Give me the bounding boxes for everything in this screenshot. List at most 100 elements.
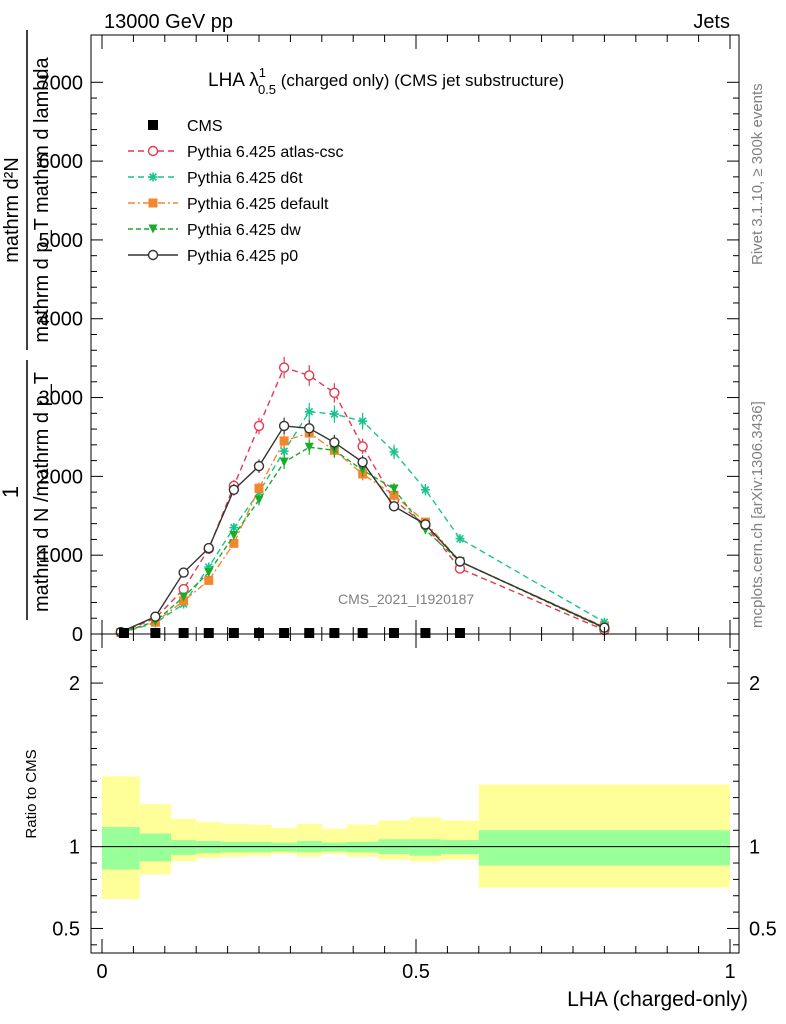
star-stroke — [149, 173, 157, 181]
series-pythia-6-425-dw — [116, 439, 609, 638]
data-point — [358, 465, 368, 475]
chart-title-main: LHA λ — [208, 70, 259, 91]
main-panel: 0 1000 2000 3000 4000 5000 6000 7000 LHA λ1 0.5 … — [0, 30, 740, 646]
cms-data-point — [203, 628, 214, 638]
data-point — [279, 457, 289, 467]
star-stroke — [358, 417, 367, 426]
main-x-ticks — [101, 35, 731, 634]
data-point — [253, 420, 265, 432]
data-point — [389, 490, 399, 500]
data-point — [204, 575, 214, 585]
ratio-stat-band — [478, 830, 730, 866]
data-point — [329, 445, 339, 455]
ratio-y-axis-label: Ratio to CMS — [23, 749, 40, 838]
series-line — [120, 446, 605, 634]
legend-marker-cms — [148, 120, 158, 130]
cms-data-point — [228, 628, 239, 638]
cms-data-point — [178, 628, 189, 638]
rivet-label: Rivet 3.1.10, ≥ 300k events — [749, 83, 766, 265]
data-point — [304, 407, 314, 417]
data-point — [204, 568, 214, 578]
ratio-stat-band — [102, 827, 140, 870]
ratio-y-tick-label-right: 1 — [749, 837, 760, 859]
main-y-tick-label: 3000 — [39, 388, 84, 410]
data-point — [279, 446, 289, 456]
chart-title-sup: 1 — [259, 65, 266, 80]
data-point — [254, 483, 264, 493]
data-point — [454, 556, 466, 567]
ratio-stat-band — [139, 833, 172, 862]
data-point — [329, 387, 340, 399]
legend-label: Pythia 6.425 default — [187, 196, 329, 213]
main-y-axis-label: 1 mathrm d N /mathrm d p_T mathrm d²N ma… — [0, 30, 53, 620]
ratio-y-tick-label: 2 — [69, 673, 80, 695]
data-point — [388, 501, 400, 512]
data-point — [179, 592, 189, 602]
ratio-y-tick-label-right: 0.5 — [749, 918, 777, 940]
ratio-axes: 0 0.5 1 0.5 0.5 1 1 2 2 — [52, 634, 777, 983]
ylabel-num-bottom: mathrm d²N — [1, 157, 23, 263]
series-line — [120, 425, 605, 633]
mcplots-label: mcplots.cern.ch [arXiv:1306.3436] — [749, 401, 766, 628]
star-stroke — [229, 523, 238, 532]
ratio-y-tick-label: 1 — [69, 837, 80, 859]
data-point — [455, 534, 465, 544]
cms-data-point — [150, 628, 161, 638]
ylabel-num-top: 1 — [0, 486, 23, 498]
cms-data-point — [357, 628, 368, 638]
data-point — [304, 423, 315, 434]
legend-marker — [148, 198, 158, 208]
ratio-y-tick-label-right: 2 — [749, 673, 760, 695]
ratio-panel: 0 0.5 1 0.5 0.5 1 1 2 2 Ratio to CMS LHA (charge… — [23, 633, 777, 1011]
legend-label: Pythia 6.425 dw — [187, 222, 301, 239]
main-y-tick-label: 7000 — [39, 72, 84, 94]
ylabel-den-bottom: mathrm d p_T mathrm d lambda — [31, 56, 53, 342]
data-point — [254, 495, 264, 505]
data-point — [357, 441, 368, 452]
star-stroke — [280, 447, 289, 456]
data-point — [278, 362, 290, 373]
legend-label: Pythia 6.425 d6t — [187, 170, 303, 187]
data-point — [229, 530, 239, 540]
legend-marker — [148, 224, 158, 234]
main-y-tick-label: 0 — [72, 624, 83, 646]
legend: CMS Pythia 6.425 atlas-csc Pythia 6.425 d6… — [128, 118, 344, 265]
main-y-tick-label: 6000 — [39, 151, 84, 173]
data-point — [304, 370, 315, 381]
legend-label: Pythia 6.425 p0 — [187, 248, 298, 265]
ratio-bands — [102, 776, 730, 900]
legend-marker — [147, 249, 159, 261]
legend-marker — [148, 172, 158, 182]
ratio-x-tick-label: 1 — [724, 961, 735, 983]
data-point — [229, 523, 239, 533]
cms-data-point — [454, 628, 465, 638]
ratio-x-tick-label: 0 — [96, 961, 107, 983]
ratio-y-tick-label: 0.5 — [52, 918, 80, 940]
data-point — [420, 485, 430, 495]
chart-title: LHA λ1 0.5 (charged only) (CMS jet substr… — [208, 65, 564, 97]
data-point — [150, 611, 161, 622]
cms-data-point — [118, 628, 129, 638]
data-point — [253, 460, 265, 472]
data-point — [178, 583, 189, 595]
data-point — [229, 538, 239, 548]
main-y-tick-label: 5000 — [39, 230, 84, 252]
data-point — [329, 409, 339, 419]
ratio-x-tick-label: 0.5 — [402, 961, 430, 983]
cms-data-point — [420, 628, 431, 638]
header-right: Jets — [693, 11, 730, 33]
data-point — [329, 437, 340, 448]
data-point — [178, 567, 189, 578]
ratio-stat-band — [171, 840, 197, 855]
chart-title-rest: (charged only) (CMS jet substructure) — [276, 71, 564, 90]
main-y-tick-label: 4000 — [39, 309, 84, 331]
data-point — [278, 420, 290, 432]
star-stroke — [390, 447, 398, 456]
data-point — [357, 456, 368, 468]
star-stroke — [330, 410, 339, 419]
star-stroke — [305, 407, 314, 416]
cms-data-point — [304, 628, 315, 638]
main-y-axis: 0 1000 2000 3000 4000 5000 6000 7000 — [39, 72, 739, 646]
cms-data-point — [389, 628, 400, 638]
